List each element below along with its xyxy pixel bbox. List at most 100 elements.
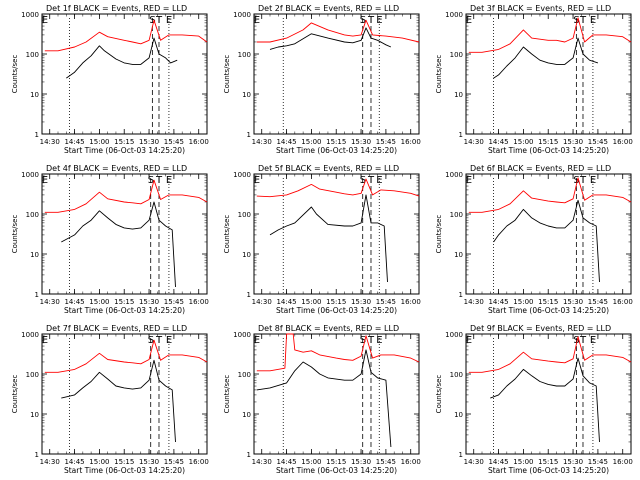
series-lld: [256, 19, 420, 43]
y-tick-label: 1: [35, 291, 39, 299]
marker-label: E: [166, 175, 172, 186]
x-tick-label: 14:45: [64, 138, 84, 146]
x-axis-label: Start Time (06-Oct-03 14:25:20): [488, 306, 609, 315]
y-tick-label: 10: [30, 251, 39, 259]
y-tick-label: 10: [454, 251, 463, 259]
x-tick-label: 15:00: [89, 138, 109, 146]
y-axis-label: Counts/sec: [223, 215, 231, 254]
x-tick-label: 15:30: [351, 298, 371, 306]
y-tick-label: 1000: [445, 331, 463, 339]
panel-title: Det 1f BLACK = Events, RED = LLD: [46, 4, 187, 13]
marker-label: E: [376, 175, 382, 186]
x-tick-label: 15:45: [588, 138, 608, 146]
series-lld: [468, 17, 632, 53]
plot-frame: [41, 173, 208, 295]
series-events: [490, 357, 600, 443]
marker-label: S: [360, 15, 366, 26]
y-tick-label: 100: [26, 211, 39, 219]
y-tick-label: 1: [35, 131, 39, 139]
marker-label: S: [573, 335, 579, 346]
panel-5: Det 5f BLACK = Events, RED = LLD 1 10 100 10…: [223, 164, 421, 315]
panel-8: Det 8f BLACK = Events, RED = LLD 1 10 100 10…: [223, 324, 421, 475]
panel-title: Det 5f BLACK = Events, RED = LLD: [258, 164, 399, 173]
x-tick-label: 15:15: [114, 298, 134, 306]
y-tick-label: 100: [450, 211, 463, 219]
marker-label: S: [148, 175, 154, 186]
panel-title: Det 6f BLACK = Events, RED = LLD: [470, 164, 611, 173]
marker-label: E: [466, 335, 472, 346]
x-tick-label: 14:30: [252, 298, 272, 306]
series-lld: [44, 179, 208, 213]
plot-frame: [465, 333, 632, 455]
series-lld: [44, 19, 208, 52]
y-tick-label: 100: [238, 211, 251, 219]
x-tick-label: 15:00: [513, 298, 533, 306]
marker-label: T: [155, 335, 163, 346]
x-tick-label: 14:45: [64, 458, 84, 466]
y-tick-label: 100: [26, 51, 39, 59]
y-tick-label: 1000: [233, 331, 251, 339]
y-tick-label: 1000: [233, 11, 251, 19]
x-tick-label: 15:30: [139, 458, 159, 466]
marker-label: E: [42, 15, 48, 26]
y-tick-label: 10: [242, 91, 251, 99]
plot-frame: [465, 173, 632, 295]
marker-label: E: [254, 335, 260, 346]
x-tick-label: 14:30: [464, 298, 484, 306]
y-tick-label: 1000: [233, 171, 251, 179]
marker-label: S: [573, 15, 579, 26]
marker-label: E: [254, 15, 260, 26]
x-tick-label: 15:45: [164, 458, 184, 466]
y-tick-label: 100: [26, 371, 39, 379]
x-tick-label: 14:30: [252, 138, 272, 146]
y-tick-label: 10: [30, 411, 39, 419]
y-tick-label: 1000: [21, 171, 39, 179]
x-tick-label: 16:00: [613, 138, 633, 146]
y-tick-label: 1000: [445, 11, 463, 19]
y-tick-label: 100: [450, 51, 463, 59]
x-axis-label: Start Time (06-Oct-03 14:25:20): [64, 306, 185, 315]
x-tick-label: 15:15: [114, 458, 134, 466]
marker-label: S: [360, 335, 366, 346]
marker-label: S: [360, 175, 366, 186]
panel-title: Det 4f BLACK = Events, RED = LLD: [46, 164, 187, 173]
marker-label: E: [466, 15, 472, 26]
marker-label: T: [579, 175, 587, 186]
series-events: [61, 359, 176, 443]
x-tick-label: 14:30: [40, 138, 60, 146]
x-tick-label: 15:45: [588, 458, 608, 466]
y-tick-label: 10: [454, 411, 463, 419]
series-events: [66, 37, 178, 79]
series-lld: [44, 339, 208, 373]
x-tick-label: 15:15: [538, 138, 558, 146]
y-tick-label: 1000: [445, 171, 463, 179]
marker-label: T: [367, 175, 375, 186]
panel-title: Det 7f BLACK = Events, RED = LLD: [46, 324, 187, 333]
y-tick-label: 100: [238, 371, 251, 379]
x-tick-label: 15:00: [89, 298, 109, 306]
marker-label: T: [579, 335, 587, 346]
series-events: [269, 27, 392, 50]
x-tick-label: 16:00: [613, 458, 633, 466]
marker-label: S: [573, 175, 579, 186]
y-tick-label: 10: [30, 91, 39, 99]
x-tick-label: 15:15: [114, 138, 134, 146]
x-tick-label: 15:30: [139, 298, 159, 306]
y-tick-label: 1: [35, 451, 39, 459]
x-tick-label: 15:30: [351, 138, 371, 146]
y-axis-label: Counts/sec: [223, 55, 231, 94]
marker-label: E: [590, 335, 596, 346]
x-tick-label: 16:00: [189, 298, 209, 306]
x-tick-label: 16:00: [401, 138, 421, 146]
x-axis-label: Start Time (06-Oct-03 14:25:20): [64, 466, 185, 475]
x-tick-label: 14:30: [464, 458, 484, 466]
y-axis-label: Counts/sec: [223, 375, 231, 414]
x-tick-label: 14:30: [252, 458, 272, 466]
panel-6: Det 6f BLACK = Events, RED = LLD 1 10 100 10…: [435, 164, 633, 315]
x-tick-label: 15:45: [376, 458, 396, 466]
x-tick-label: 15:45: [588, 298, 608, 306]
panel-title: Det 2f BLACK = Events, RED = LLD: [258, 4, 399, 13]
panel-title: Det 8f BLACK = Events, RED = LLD: [258, 324, 399, 333]
y-tick-label: 1: [247, 291, 251, 299]
x-tick-label: 16:00: [189, 138, 209, 146]
